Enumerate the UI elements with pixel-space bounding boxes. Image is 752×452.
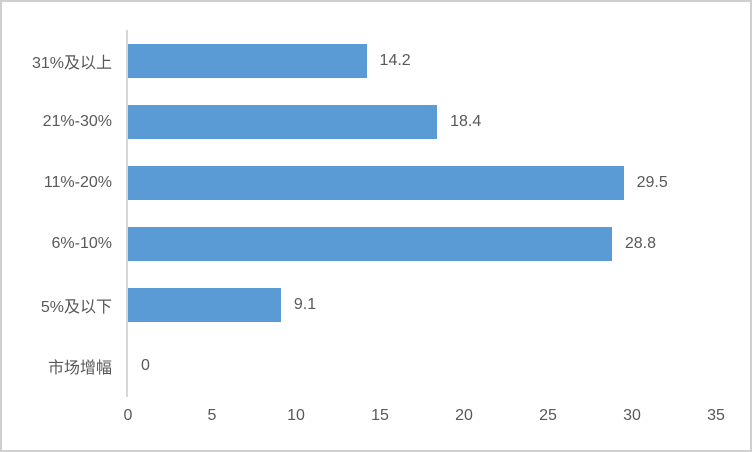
bar-row: 31%及以上 14.2	[2, 30, 750, 91]
bar-row: 6%-10% 28.8	[2, 213, 750, 274]
bar-row: 21%-30% 18.4	[2, 91, 750, 152]
x-axis-tick-label: 5	[207, 407, 217, 424]
plot-area: 31%及以上 14.2 21%-30% 18.4 11%-20% 29.5 6%-10% 28…	[2, 30, 750, 429]
x-axis-tick-label: 35	[707, 407, 725, 424]
category-label: 6%-10%	[51, 235, 112, 253]
bar-track: 28.8	[128, 213, 716, 274]
value-label: 9.1	[293, 296, 317, 314]
bar-track: 29.5	[128, 152, 716, 213]
bar	[128, 288, 281, 323]
bar-rows: 31%及以上 14.2 21%-30% 18.4 11%-20% 29.5 6%-10% 28…	[2, 30, 750, 397]
x-axis-tick-label: 30	[623, 407, 641, 424]
category-axis-line	[126, 30, 128, 397]
bar-track: 14.2	[128, 30, 716, 91]
category-label: 市场增幅	[47, 360, 112, 378]
value-label: 0	[141, 357, 150, 375]
bar	[128, 43, 367, 78]
x-axis-tick-label: 20	[455, 407, 473, 424]
category-label: 31%及以上	[31, 54, 112, 72]
category-label: 21%-30%	[42, 112, 112, 130]
x-axis: 0 5 10 15 20 25 30 35	[124, 405, 725, 429]
bar-row: 市场增幅 0	[2, 336, 750, 397]
bar-track: 9.1	[128, 275, 716, 336]
category-label: 11%-20%	[43, 173, 112, 191]
bar-track: 18.4	[128, 91, 716, 152]
value-label: 28.8	[624, 235, 656, 253]
value-label: 18.4	[450, 112, 482, 130]
bar-track: 0	[128, 336, 716, 397]
value-label: 29.5	[636, 173, 668, 191]
bar-row: 11%-20% 29.5	[2, 152, 750, 213]
x-axis-tick-label: 25	[539, 407, 557, 424]
x-axis-tick-label: 10	[287, 407, 305, 424]
x-axis-tick-label: 0	[123, 407, 133, 424]
bar	[128, 227, 612, 262]
category-label: 5%及以下	[40, 299, 112, 317]
x-axis-tick-label: 15	[371, 407, 389, 424]
value-label: 14.2	[379, 51, 411, 69]
bar-row: 5%及以下 9.1	[2, 275, 750, 336]
bar	[128, 104, 438, 139]
bar	[128, 165, 624, 200]
